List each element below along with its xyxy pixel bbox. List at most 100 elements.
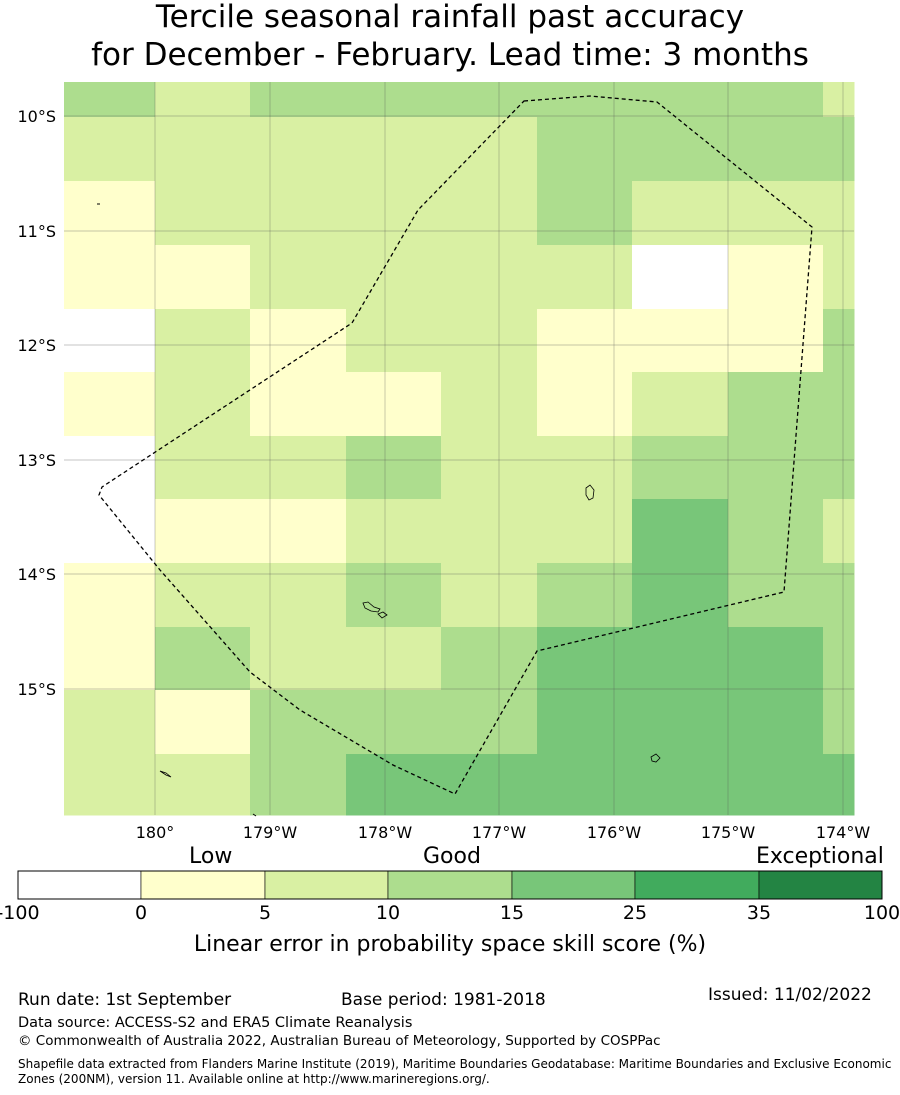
longitude-labels: 180° 179°W 178°W 177°W 176°W 175°W 174°W (136, 823, 871, 842)
colorbar-label-exceptional: Exceptional (756, 844, 884, 869)
skill-cell (346, 690, 442, 755)
skill-cell (823, 436, 855, 500)
skill-cell (537, 82, 633, 118)
skill-cell (155, 245, 251, 310)
skill-cell (728, 309, 824, 373)
skill-cell (64, 372, 156, 437)
skill-cell (64, 117, 156, 182)
skill-cell (346, 499, 442, 564)
skill-cell (728, 436, 824, 500)
skill-cell (64, 690, 156, 755)
skill-cell (250, 563, 347, 628)
colorbar-swatch (17, 870, 142, 900)
skill-cell (155, 754, 251, 816)
skill-cell (155, 82, 251, 118)
colorbar-label-low: Low (189, 844, 233, 869)
colorbar-tick: -100 (0, 902, 40, 924)
skill-cell (537, 309, 633, 373)
colorbar (17, 870, 883, 900)
latitude-label: 13°S (17, 451, 56, 470)
graticule (64, 82, 854, 815)
skill-cell (728, 82, 824, 118)
skill-cell (346, 627, 442, 691)
skill-grid (64, 82, 855, 816)
skill-cell (632, 117, 729, 182)
skill-cell (632, 563, 729, 628)
skill-cell (250, 372, 347, 437)
skill-cell (632, 436, 729, 500)
skill-cell (155, 181, 251, 246)
skill-cell (537, 117, 633, 182)
skill-cell (346, 372, 442, 437)
run-date: Run date: 1st September (18, 990, 232, 1010)
skill-cell (64, 309, 156, 373)
chart-title-line2: for December - February. Lead time: 3 mo… (91, 37, 809, 73)
skill-cell (728, 499, 824, 564)
island-outline (585, 484, 595, 501)
skill-cell (823, 82, 855, 118)
latitude-label: 14°S (17, 565, 56, 584)
skill-cell (250, 436, 347, 500)
skill-cell (728, 245, 824, 310)
colorbar-tick: 25 (622, 902, 648, 924)
skill-cell (823, 372, 855, 437)
skill-cell (537, 181, 633, 246)
skill-cell (823, 245, 855, 310)
eez-boundary (98, 95, 813, 795)
skill-cell (346, 309, 442, 373)
skill-cell (537, 372, 633, 437)
copyright: © Commonwealth of Australia 2022, Austra… (18, 1033, 661, 1049)
skill-cell (823, 627, 855, 691)
skill-cell (64, 245, 156, 310)
shapefile-credit-line1: Shapefile data extracted from Flanders M… (18, 1057, 892, 1071)
island-outline (377, 611, 388, 619)
colorbar-title: Linear error in probability space skill … (193, 932, 707, 957)
colorbar-tick: 5 (258, 902, 272, 924)
island-outline (650, 753, 661, 763)
island-outline (252, 813, 257, 817)
skill-cell (537, 436, 633, 500)
skill-cell (632, 690, 729, 755)
skill-cell (441, 309, 538, 373)
chart-title-line1: Tercile seasonal rainfall past accuracy (155, 0, 745, 35)
skill-cell (250, 245, 347, 310)
skill-cell (64, 499, 156, 564)
skill-cell (64, 181, 156, 246)
colorbar-label-good: Good (423, 844, 481, 869)
skill-cell (346, 245, 442, 310)
skill-cell (823, 117, 855, 182)
skill-cell (155, 309, 251, 373)
skill-cell (155, 117, 251, 182)
skill-cell (632, 372, 729, 437)
skill-cell (441, 499, 538, 564)
colorbar-swatch (758, 870, 883, 900)
skill-cell (155, 499, 251, 564)
skill-cell (441, 436, 538, 500)
skill-cell (441, 627, 538, 691)
skill-cell (250, 499, 347, 564)
latitude-label: 11°S (17, 222, 56, 241)
skill-cell (728, 627, 824, 691)
skill-cell (441, 690, 538, 755)
skill-cell (64, 754, 156, 816)
skill-cell (728, 563, 824, 628)
skill-cell (728, 754, 824, 816)
longitude-label: 180° (136, 823, 175, 842)
colorbar-tick: 100 (863, 902, 900, 924)
skill-cell (441, 181, 538, 246)
skill-cell (823, 754, 855, 816)
skill-cell (537, 499, 633, 564)
skill-cell (250, 690, 347, 755)
skill-cell (155, 372, 251, 437)
colorbar-swatch (140, 870, 266, 900)
skill-cell (155, 627, 251, 691)
skill-cell (155, 563, 251, 628)
longitude-label: 176°W (587, 823, 642, 842)
skill-cell (441, 245, 538, 310)
latitude-label: 12°S (17, 336, 56, 355)
skill-cell (346, 436, 442, 500)
skill-cell (346, 82, 442, 118)
skill-cell (728, 181, 824, 246)
skill-cell (537, 754, 633, 816)
skill-cell (823, 563, 855, 628)
